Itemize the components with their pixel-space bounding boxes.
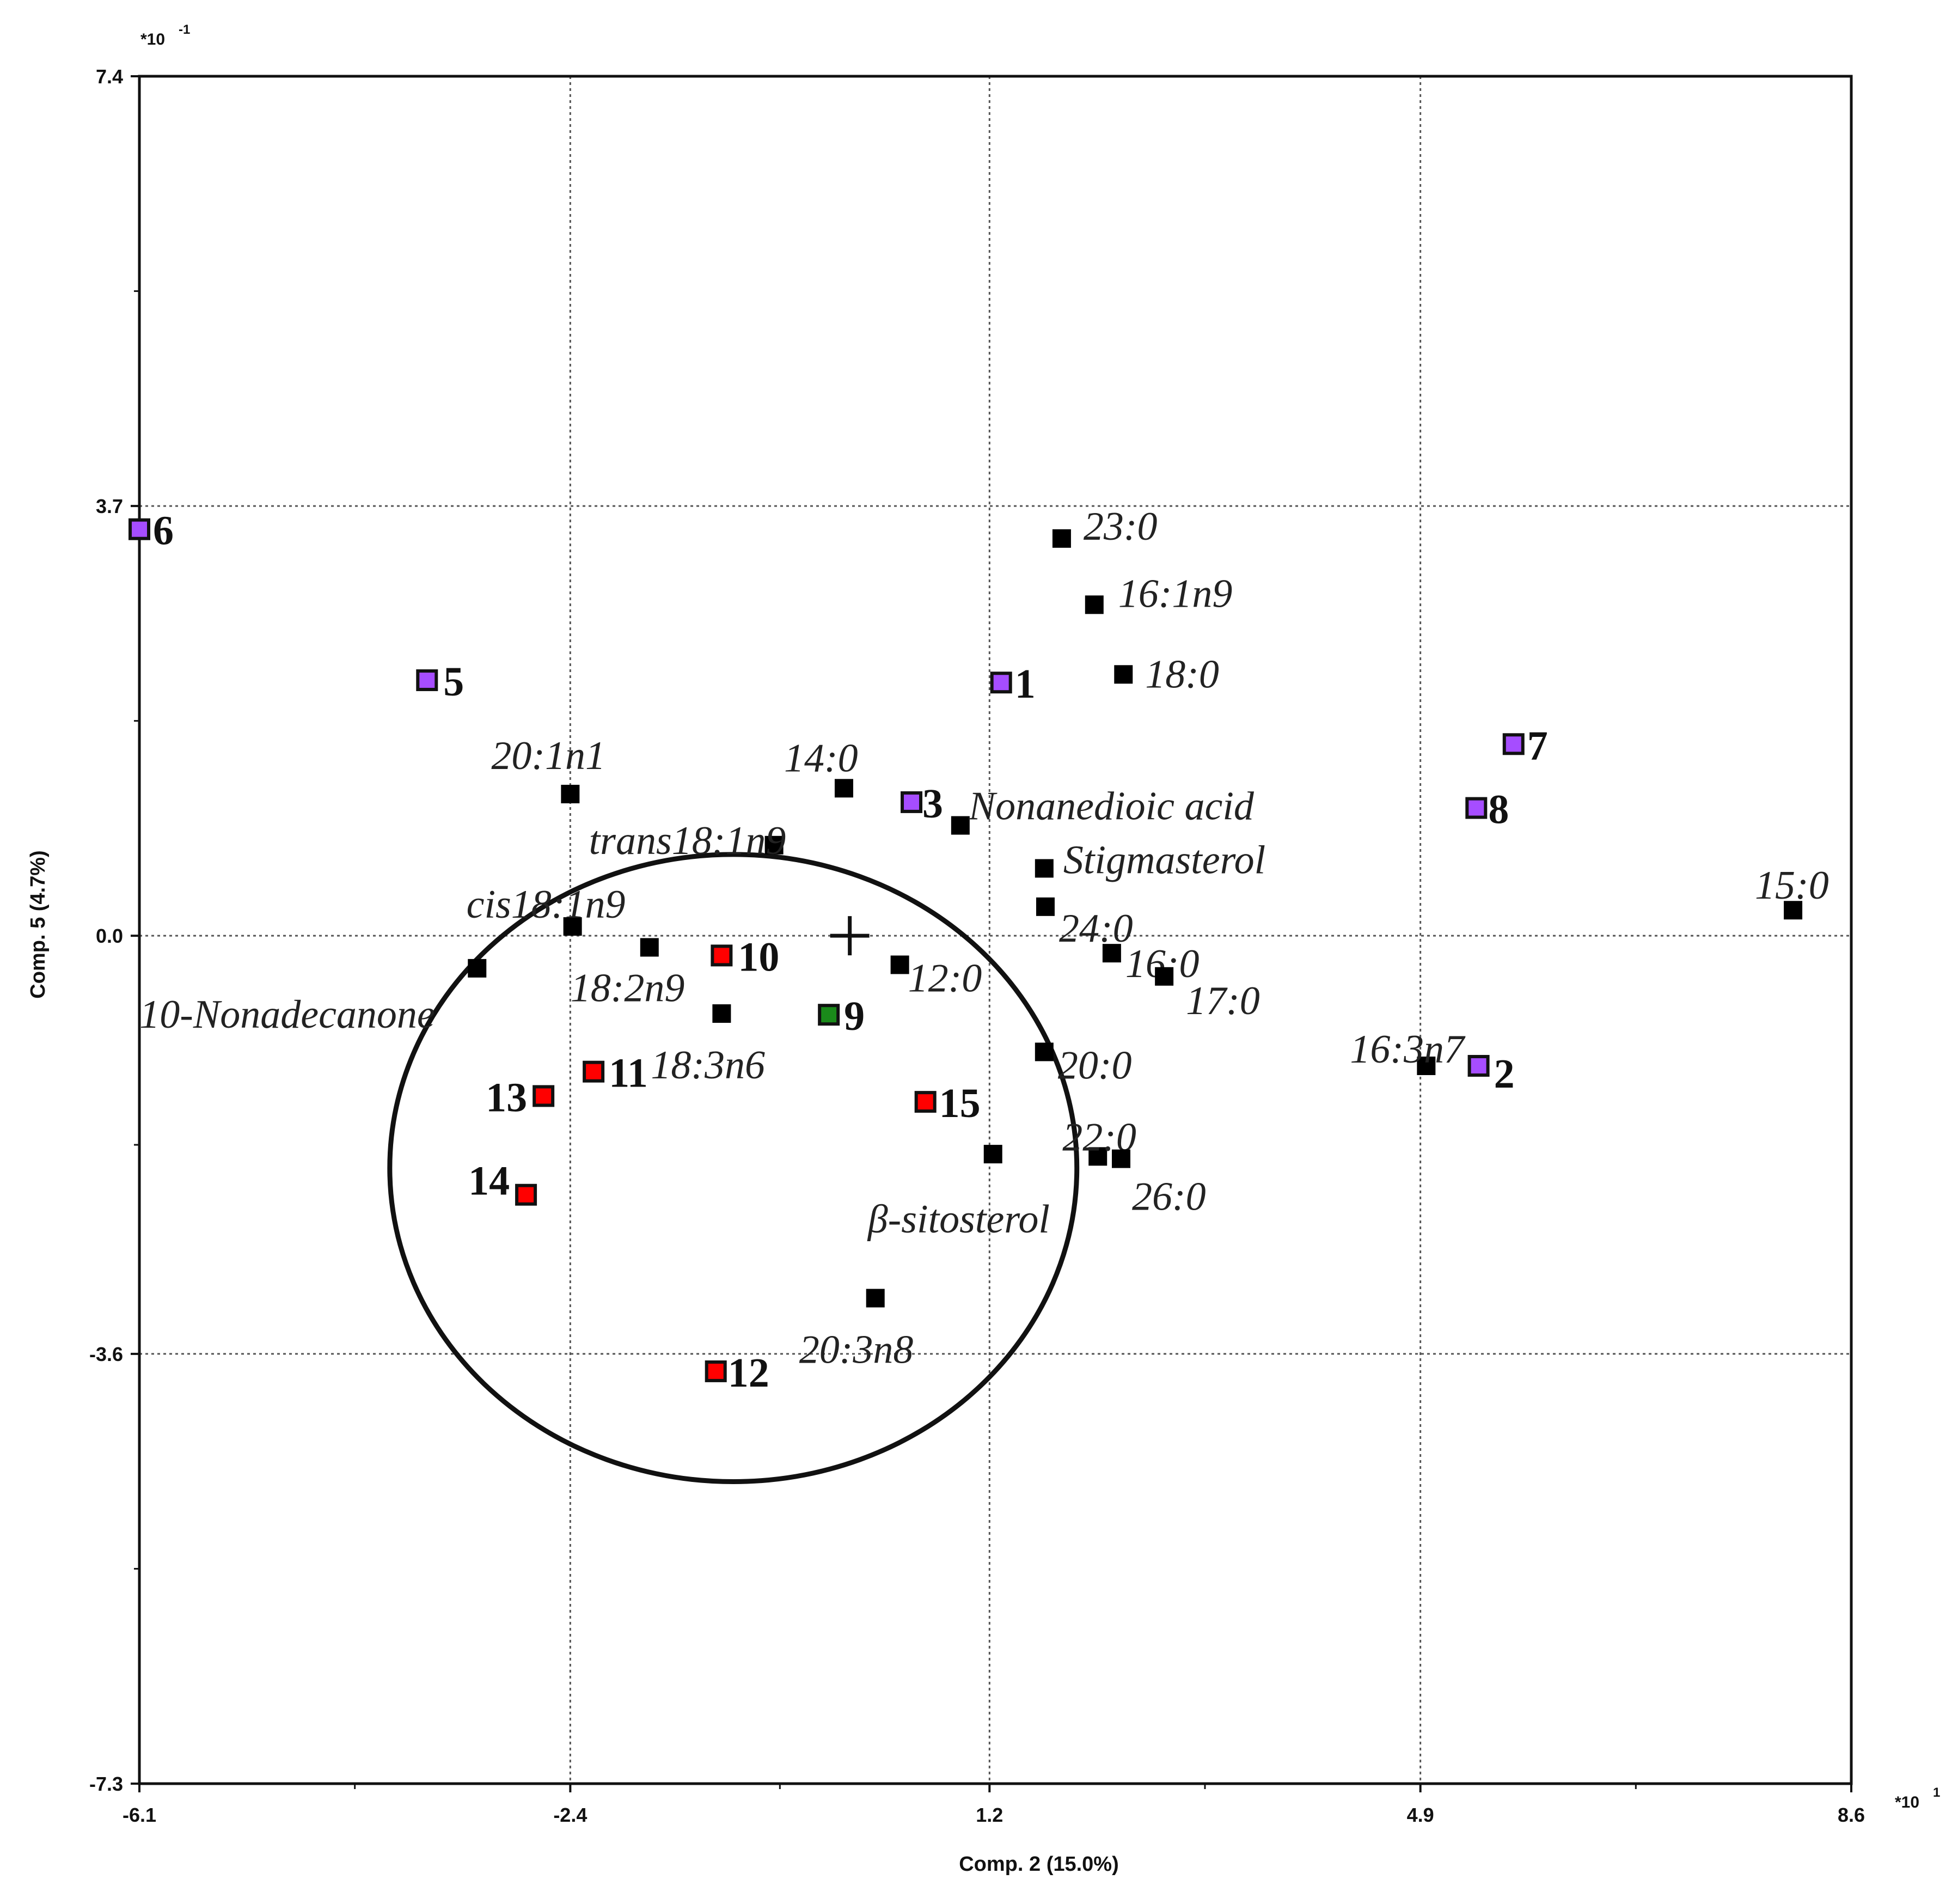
variable-marker xyxy=(1036,897,1055,916)
grid-lines xyxy=(139,76,1851,1784)
variable-label: Nonanedioic acid xyxy=(968,784,1255,829)
y-tick-label: 7.4 xyxy=(96,65,123,88)
variable-marker xyxy=(1088,1147,1108,1166)
variable-label: Stigmasterol xyxy=(1063,838,1265,882)
variable-marker xyxy=(640,938,659,957)
y-tick-label: 0.0 xyxy=(96,925,123,947)
variable-label: 20:0 xyxy=(1058,1043,1132,1088)
observation-marker xyxy=(1465,797,1488,819)
observation-marker xyxy=(914,1091,937,1113)
variable-label: 18:0 xyxy=(1145,652,1219,697)
observation-marker xyxy=(901,791,923,813)
observation-label: 12 xyxy=(728,1350,769,1396)
observation-label: 11 xyxy=(609,1051,648,1096)
variable-label: 10-Nonadecanone xyxy=(139,992,435,1037)
variable-label: 16:1n9 xyxy=(1118,571,1233,616)
observation-marker xyxy=(818,1004,840,1026)
variable-marker xyxy=(1111,1149,1130,1168)
observation-marker xyxy=(990,672,1012,694)
y-multiplier-base: *10 xyxy=(140,30,165,48)
variable-label: 17:0 xyxy=(1186,979,1260,1023)
variable-marker xyxy=(1784,901,1803,920)
variable-label: 24:0 xyxy=(1059,906,1133,951)
observation-marker xyxy=(129,518,150,540)
x-tick-label: 4.9 xyxy=(1407,1804,1434,1826)
y-multiplier-exponent: -1 xyxy=(179,22,190,37)
variable-marker xyxy=(983,1145,1002,1164)
confidence-ellipse xyxy=(387,852,1080,1485)
x-tick-label: -6.1 xyxy=(123,1804,156,1826)
x-axis-title: Comp. 2 (15.0%) xyxy=(959,1853,1119,1876)
y-axis-title: Comp. 5 (4.7%) xyxy=(27,850,50,998)
variable-label: 26:0 xyxy=(1132,1175,1206,1219)
variable-marker xyxy=(561,784,580,803)
observation-marker xyxy=(705,1360,727,1382)
observation-label: 2 xyxy=(1494,1051,1515,1097)
variable-marker xyxy=(764,835,784,855)
y-tick-label: 3.7 xyxy=(96,495,123,517)
variable-label: 23:0 xyxy=(1084,504,1158,549)
variable-marker xyxy=(890,955,909,974)
variable-label: 12:0 xyxy=(908,956,982,1000)
variable-marker xyxy=(1417,1057,1436,1076)
variable-marker xyxy=(1102,944,1121,963)
variable-marker xyxy=(951,816,970,835)
observation-label: 13 xyxy=(486,1075,527,1120)
observation-label: 15 xyxy=(939,1081,981,1126)
y-tick-label: -7.3 xyxy=(89,1773,123,1795)
observation-marker xyxy=(583,1060,605,1083)
y-tick-label: -3.6 xyxy=(89,1343,123,1365)
variable-label: 16:3n7 xyxy=(1350,1027,1466,1072)
x-axis-multiplier: *10 1 xyxy=(1895,1785,1940,1811)
variable-points: 23:0 16:1n9 18:0 20:1n1 14:0 Nonanedioic acid… xyxy=(139,504,1828,1372)
y-axis-multiplier: *10 -1 xyxy=(140,22,190,48)
variable-marker xyxy=(712,1004,731,1023)
x-tick-label: 8.6 xyxy=(1838,1804,1865,1826)
observation-marker xyxy=(515,1183,537,1206)
observation-label: 8 xyxy=(1488,787,1509,833)
x-multiplier-exponent: 1 xyxy=(1933,1785,1940,1800)
origin-marker xyxy=(830,916,870,956)
observation-marker xyxy=(711,944,733,967)
variable-label: 18:3n6 xyxy=(651,1043,765,1088)
observation-label: 9 xyxy=(844,993,865,1039)
variable-label: 18:2n9 xyxy=(571,966,685,1010)
plot-frame xyxy=(138,75,1853,1785)
observation-label: 6 xyxy=(153,508,174,554)
variable-label: 15:0 xyxy=(1755,863,1829,908)
variable-marker xyxy=(468,959,487,978)
observation-label: 7 xyxy=(1527,723,1548,768)
variable-marker xyxy=(1035,1042,1054,1061)
variable-marker xyxy=(563,917,582,936)
observation-marker xyxy=(1502,733,1525,755)
observation-label: 10 xyxy=(738,934,779,980)
observation-label: 1 xyxy=(1015,661,1036,707)
axis-ticks: -6.1 -2.4 1.2 4.9 8.6 -7.3 -3.6 0.0 3.7 7.4 xyxy=(89,65,1865,1826)
variable-label: β-sitosterol xyxy=(867,1197,1050,1242)
variable-label: 20:3n8 xyxy=(799,1328,914,1372)
observation-marker xyxy=(533,1085,555,1107)
variable-label: 20:1n1 xyxy=(491,734,605,778)
variable-marker xyxy=(1114,665,1133,684)
variable-marker xyxy=(834,779,853,798)
variable-marker xyxy=(1052,529,1071,548)
observation-label: 5 xyxy=(443,659,464,705)
variable-marker xyxy=(1085,595,1104,614)
variable-marker xyxy=(1035,859,1054,878)
x-tick-label: 1.2 xyxy=(976,1804,1003,1826)
x-tick-label: -2.4 xyxy=(553,1804,587,1826)
variable-label: 14:0 xyxy=(784,736,858,780)
variable-marker xyxy=(1155,967,1174,986)
variable-marker xyxy=(866,1289,885,1308)
variable-label: trans18:1n9 xyxy=(589,819,786,863)
observation-label: 3 xyxy=(922,781,943,827)
observation-marker xyxy=(416,669,438,691)
observation-label: 14 xyxy=(468,1158,510,1204)
observation-marker xyxy=(1467,1055,1490,1077)
variable-label: cis18:1n9 xyxy=(467,882,626,927)
x-multiplier-base: *10 xyxy=(1895,1793,1919,1811)
